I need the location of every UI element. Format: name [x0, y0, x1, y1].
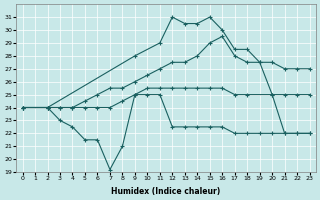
- X-axis label: Humidex (Indice chaleur): Humidex (Indice chaleur): [111, 187, 221, 196]
